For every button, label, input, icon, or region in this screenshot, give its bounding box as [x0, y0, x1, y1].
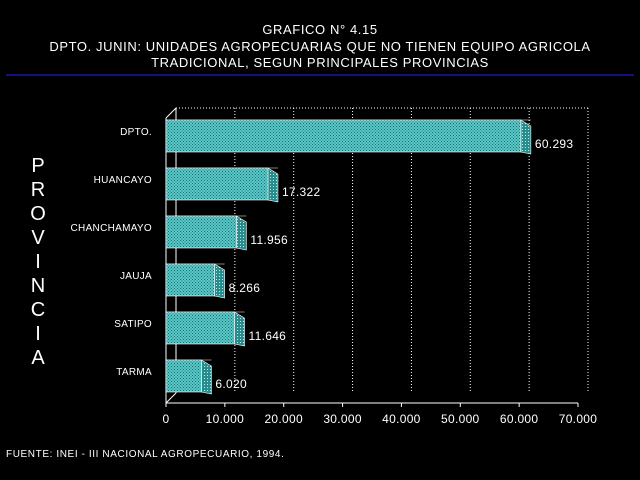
bar-front-face [165, 119, 522, 153]
bar-front-face [165, 167, 269, 201]
x-tick-label: 10.000 [206, 412, 245, 426]
title-line-3: TRADICIONAL, SEGUN PRINCIPALES PROVINCIA… [151, 55, 489, 70]
y-axis-label-letter: O [30, 203, 46, 225]
category-labels: DPTO. HUANCAYO CHANCHAMAYO JAUJA SATIPO TARMA [71, 127, 152, 378]
value-label: 6.020 [215, 377, 247, 391]
grid-lines [176, 107, 589, 393]
value-label: 60.293 [535, 137, 574, 151]
bar-dpto [165, 119, 532, 155]
y-axis-label-letter: I [35, 323, 41, 345]
value-label: 11.646 [249, 329, 287, 343]
y-axis-label-letter: R [31, 179, 45, 201]
bar-front-face [165, 263, 215, 297]
y-axis-label-letter: P [31, 155, 44, 177]
x-tick-labels: 0 10.000 20.000 30.000 40.000 50.000 60.000 70.… [163, 412, 598, 426]
bar-front-face [165, 359, 202, 393]
axis-corner [165, 392, 177, 404]
bar-tarma [165, 359, 212, 395]
y-axis-label-letter: C [31, 299, 45, 321]
y-axis-label-letter: I [35, 251, 41, 273]
x-tick-label: 60.000 [500, 412, 539, 426]
x-tick-label: 0 [163, 412, 170, 426]
value-label: 17.322 [282, 185, 321, 199]
bar-jauja [165, 263, 225, 299]
bar-side-face [520, 119, 532, 155]
bars [165, 119, 532, 395]
bar-side-face [214, 263, 225, 299]
title-line-1: GRAFICO N° 4.15 [262, 22, 377, 37]
bar-side-face [236, 215, 247, 251]
category-label: JAUJA [120, 271, 152, 282]
x-tick-label: 20.000 [264, 412, 303, 426]
source-note: FUENTE: INEI - III NACIONAL AGROPECUARIO… [6, 449, 284, 460]
category-label: HUANCAYO [94, 175, 152, 186]
y-axis-label-letter: N [31, 275, 45, 297]
category-label: CHANCHAMAYO [71, 223, 152, 234]
value-label: 11.956 [250, 233, 288, 247]
category-label: SATIPO [114, 319, 152, 330]
bar-side-face [267, 167, 279, 203]
x-tick-label: 50.000 [441, 412, 480, 426]
chart-title: GRAFICO N° 4.15 DPTO. JUNIN: UNIDADES AG… [49, 22, 590, 70]
y-axis-label-letter: A [31, 347, 45, 369]
value-labels: 60.293 17.322 11.956 8.266 11.646 6.020 [215, 137, 573, 391]
bar-chanchamayo [165, 215, 247, 251]
y-axis-label: PROVINCIA [30, 155, 46, 369]
bar-front-face [165, 311, 235, 345]
x-tick-label: 40.000 [382, 412, 421, 426]
category-label: TARMA [116, 367, 152, 378]
x-tick-label: 70.000 [559, 412, 598, 426]
title-line-2: DPTO. JUNIN: UNIDADES AGROPECUARIAS QUE … [49, 39, 590, 54]
axis-corner-top [165, 107, 177, 119]
bar-side-face [201, 359, 212, 395]
bar-side-face [234, 311, 245, 347]
bar-huancayo [165, 167, 279, 203]
axes [165, 107, 579, 407]
x-tick-label: 30.000 [323, 412, 362, 426]
value-label: 8.266 [229, 281, 261, 295]
category-label: DPTO. [120, 127, 152, 138]
bar-front-face [165, 215, 237, 249]
bar-satipo [165, 311, 245, 347]
y-axis-label-letter: V [31, 227, 45, 249]
